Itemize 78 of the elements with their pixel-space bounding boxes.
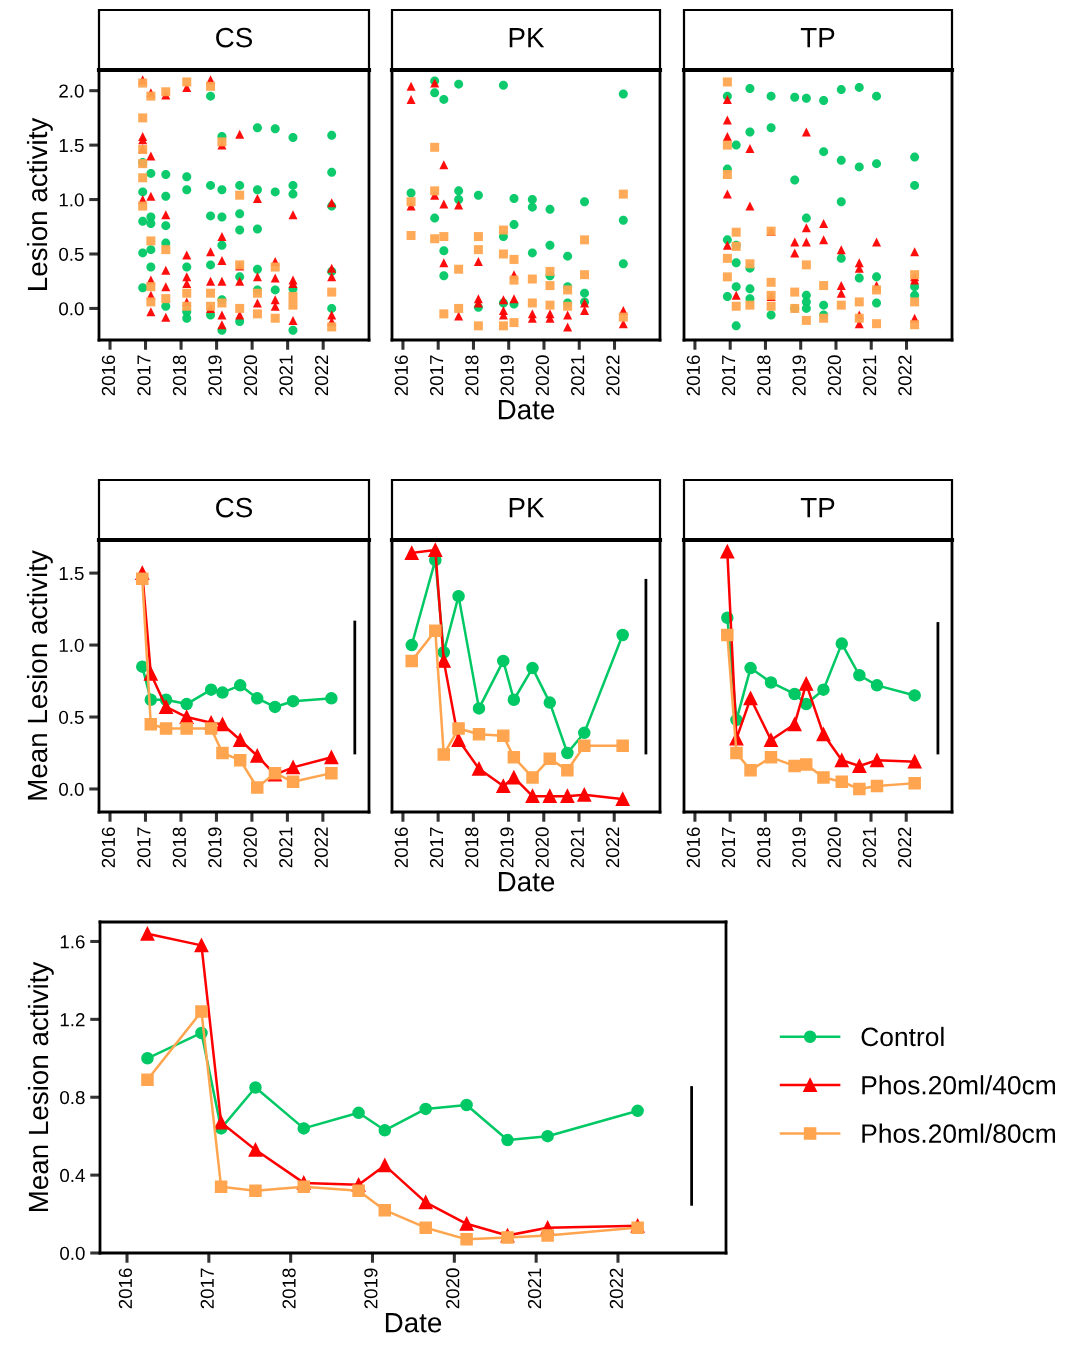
- x-axis-title: Date: [498, 872, 555, 892]
- x-tick-label: 2021: [570, 827, 585, 868]
- legend-label: Phos.20ml/80cm: [862, 1123, 1056, 1143]
- x-tick-label: 2018: [757, 827, 771, 868]
- x-tick-label: 2019: [792, 355, 806, 396]
- y-tick-label: 0.8: [60, 1090, 85, 1105]
- x-tick-label: 2021: [279, 827, 293, 868]
- x-tick-label: 2020: [243, 355, 258, 396]
- x-tick-label: 2018: [465, 827, 479, 868]
- y-tick-label: 0.5: [59, 247, 84, 261]
- x-tick-label: 2018: [172, 827, 186, 868]
- x-tick-label: 2021: [862, 827, 877, 868]
- x-tick-label: 2021: [571, 355, 585, 396]
- y-tick-label: 1.5: [59, 139, 84, 153]
- x-tick-label: 2017: [721, 355, 736, 396]
- x-tick-label: 2017: [429, 827, 444, 868]
- x-tick-label: 2018: [172, 355, 187, 396]
- y-tick-label: 1.5: [59, 567, 84, 581]
- x-tick-label: 2021: [863, 355, 877, 396]
- x-tick-label: 2019: [208, 355, 222, 396]
- legend-label: Control: [861, 1026, 944, 1047]
- y-tick-label: 1.0: [59, 193, 84, 207]
- x-tick-label: 2017: [137, 827, 151, 868]
- x-tick-label: 2020: [827, 827, 841, 868]
- chart-title: PK: [509, 28, 545, 48]
- x-tick-label: 2019: [208, 827, 222, 868]
- chart-title: CS: [216, 497, 253, 518]
- y-tick-label: 0.5: [59, 710, 84, 724]
- x-tick-label: 2017: [721, 827, 736, 868]
- y-axis-title: Lesion activity: [26, 117, 53, 290]
- x-axis-title: Date: [385, 1313, 442, 1333]
- x-tick-label: 2022: [605, 827, 620, 868]
- x-tick-label: 2020: [535, 355, 550, 396]
- chart-title: TP: [800, 498, 835, 518]
- y-tick-label: 0.0: [59, 782, 84, 796]
- y-tick-label: 0.4: [60, 1168, 85, 1183]
- x-tick-label: 2020: [827, 355, 842, 396]
- x-tick-label: 2017: [200, 1268, 214, 1309]
- x-tick-label: 2019: [500, 827, 514, 868]
- x-tick-label: 2017: [137, 355, 151, 396]
- x-tick-label: 2016: [101, 827, 116, 868]
- x-tick-label: 2016: [686, 827, 700, 868]
- x-tick-label: 2018: [757, 355, 771, 396]
- x-tick-label: 2019: [364, 1268, 378, 1309]
- chart-title: CS: [216, 27, 253, 48]
- y-tick-label: 2.0: [59, 84, 84, 98]
- x-tick-label: 2021: [527, 1268, 542, 1309]
- y-tick-label: 1.0: [59, 638, 84, 653]
- y-tick-label: 1.6: [60, 935, 85, 949]
- x-tick-label: 2021: [279, 355, 293, 396]
- x-tick-label: 2020: [243, 827, 257, 868]
- x-tick-label: 2016: [118, 1268, 133, 1309]
- x-tick-label: 2022: [898, 355, 912, 396]
- legend-label: Phos.20ml/40cm: [862, 1075, 1056, 1095]
- y-axis-title: Mean Lesion activity: [26, 550, 53, 800]
- x-tick-label: 2018: [465, 355, 479, 396]
- chart-title: PK: [509, 498, 545, 518]
- x-tick-label: 2022: [314, 827, 328, 868]
- x-tick-label: 2016: [394, 827, 408, 868]
- x-tick-label: 2022: [314, 355, 329, 396]
- x-tick-label: 2019: [500, 355, 514, 396]
- chart-title: TP: [800, 28, 835, 48]
- x-tick-label: 2022: [606, 355, 620, 396]
- x-tick-label: 2016: [101, 355, 116, 396]
- x-tick-label: 2018: [282, 1268, 296, 1309]
- y-tick-label: 0.0: [59, 302, 84, 316]
- y-tick-label: 0.0: [60, 1246, 85, 1260]
- y-tick-label: 1.2: [60, 1013, 85, 1027]
- x-tick-label: 2022: [897, 827, 912, 868]
- x-tick-label: 2020: [446, 1268, 460, 1309]
- x-tick-label: 2016: [686, 355, 700, 396]
- x-axis-title: Date: [498, 400, 555, 420]
- x-tick-label: 2019: [792, 827, 806, 868]
- y-axis-title: Mean Lesion activity: [27, 961, 54, 1212]
- x-tick-label: 2016: [394, 355, 408, 396]
- x-tick-label: 2017: [429, 355, 444, 396]
- x-tick-label: 2022: [609, 1268, 624, 1309]
- x-tick-label: 2020: [535, 827, 549, 868]
